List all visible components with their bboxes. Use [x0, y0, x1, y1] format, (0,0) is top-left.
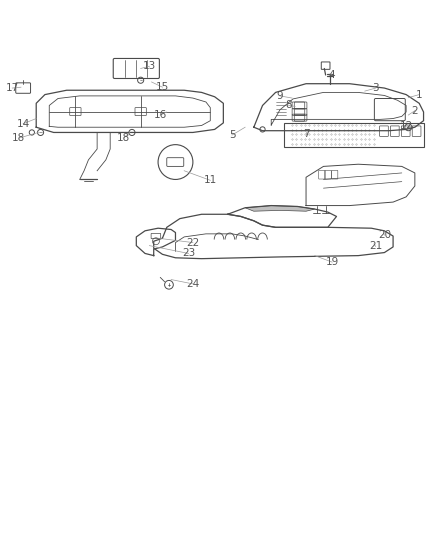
Text: 5: 5	[229, 130, 235, 140]
Text: 19: 19	[325, 257, 339, 267]
Text: 8: 8	[285, 100, 292, 110]
Text: 17: 17	[6, 83, 19, 93]
Bar	[284, 123, 424, 147]
Text: 16: 16	[154, 110, 167, 120]
Text: 21: 21	[369, 241, 382, 252]
Text: 1: 1	[416, 90, 423, 100]
Text: 7: 7	[303, 129, 309, 139]
Text: 18: 18	[117, 133, 130, 143]
Text: 18: 18	[12, 133, 25, 143]
FancyBboxPatch shape	[70, 108, 81, 116]
Circle shape	[158, 144, 193, 180]
Text: 2: 2	[412, 106, 418, 116]
Text: 20: 20	[378, 230, 391, 240]
Text: 4: 4	[329, 70, 336, 80]
Text: 13: 13	[143, 61, 156, 71]
Text: 12: 12	[399, 122, 413, 131]
Text: 24: 24	[186, 279, 200, 289]
Text: 14: 14	[17, 119, 30, 129]
FancyBboxPatch shape	[135, 108, 146, 116]
Text: 15: 15	[156, 82, 169, 92]
Text: 3: 3	[372, 83, 379, 93]
Text: 22: 22	[186, 238, 200, 247]
Polygon shape	[245, 206, 315, 211]
Text: 23: 23	[182, 248, 195, 259]
Text: 11: 11	[204, 175, 217, 185]
Text: 9: 9	[277, 91, 283, 101]
